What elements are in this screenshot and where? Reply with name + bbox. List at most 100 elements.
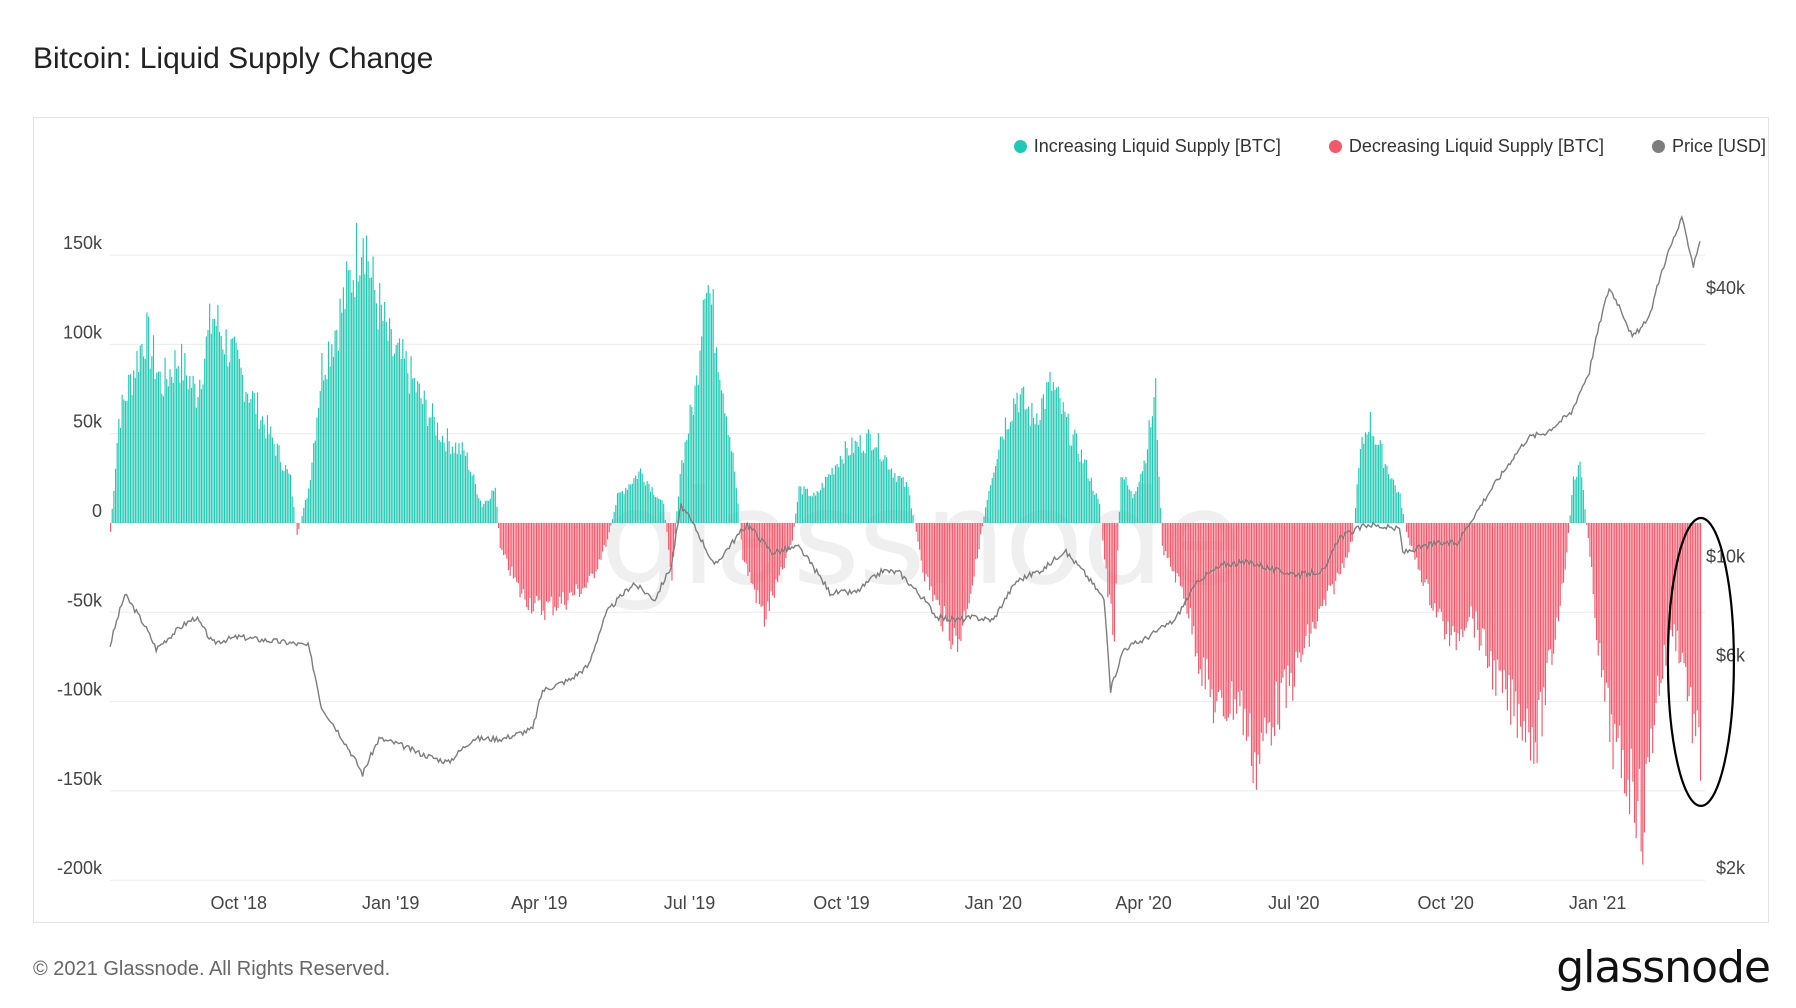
bar-increasing: [124, 400, 127, 523]
bar-decreasing: [760, 523, 762, 607]
bar-decreasing: [537, 523, 539, 601]
bar-increasing: [1031, 402, 1033, 523]
bar-decreasing: [1260, 523, 1262, 733]
bar-decreasing: [970, 523, 972, 594]
bar-decreasing: [1290, 523, 1292, 673]
bar-increasing: [613, 511, 615, 523]
bar-decreasing: [666, 523, 668, 532]
bar-decreasing: [915, 523, 917, 532]
bar-decreasing: [1638, 523, 1641, 769]
bar-increasing: [681, 460, 683, 523]
bar-increasing: [644, 485, 647, 523]
bar-decreasing: [529, 523, 531, 599]
bar-decreasing: [1548, 523, 1550, 651]
bar-increasing: [205, 336, 207, 523]
bar-increasing: [1044, 408, 1046, 523]
bar-increasing: [841, 459, 843, 523]
bar-decreasing: [547, 523, 549, 603]
bar-decreasing: [1496, 523, 1499, 660]
bar-decreasing: [668, 523, 670, 550]
bar-decreasing: [777, 523, 779, 582]
bar-decreasing: [780, 523, 782, 567]
bar-increasing: [904, 486, 906, 523]
y-left-tick-label: 150k: [63, 233, 103, 253]
bar-decreasing: [770, 523, 772, 592]
bar-decreasing: [1553, 523, 1555, 654]
bar-decreasing: [1323, 523, 1325, 600]
bar-increasing: [337, 350, 340, 523]
bar-decreasing: [110, 523, 112, 532]
bar-decreasing: [570, 523, 572, 592]
bar-decreasing: [502, 523, 505, 556]
bar-decreasing: [1173, 523, 1175, 572]
bar-decreasing: [920, 523, 922, 561]
bar-increasing: [876, 447, 878, 523]
bar-decreasing: [580, 523, 582, 595]
bar-decreasing: [1498, 523, 1500, 671]
bar-increasing: [1021, 388, 1023, 523]
bar-decreasing: [1551, 523, 1553, 665]
bar-increasing: [190, 387, 193, 523]
bar-increasing: [1026, 408, 1028, 523]
bar-decreasing: [1108, 523, 1111, 595]
legend-item-decreasing[interactable]: Decreasing Liquid Supply [BTC]: [1328, 136, 1604, 157]
bar-increasing: [1019, 394, 1021, 523]
bar-decreasing: [521, 523, 523, 594]
bar-decreasing: [540, 523, 543, 615]
legend-item-increasing[interactable]: Increasing Liquid Supply [BTC]: [1013, 136, 1281, 157]
bar-decreasing: [1221, 523, 1223, 698]
bar-decreasing: [1485, 523, 1487, 657]
bar-increasing: [111, 508, 113, 523]
x-tick-label: Jan '20: [965, 893, 1022, 913]
bar-increasing: [795, 513, 797, 523]
bar-increasing: [360, 257, 363, 523]
bar-decreasing: [1556, 523, 1558, 618]
bar-decreasing: [1194, 523, 1196, 657]
bar-increasing: [372, 256, 374, 523]
bar-increasing: [1358, 468, 1360, 523]
bar-increasing: [412, 378, 414, 523]
bar-decreasing: [1676, 523, 1679, 631]
bar-increasing: [725, 416, 728, 523]
bar-increasing: [278, 445, 280, 523]
bar-increasing: [1153, 397, 1155, 523]
bar-increasing: [1386, 465, 1388, 523]
bar-decreasing: [603, 523, 605, 545]
legend-item-price[interactable]: Price [USD]: [1651, 136, 1766, 157]
bar-increasing: [1062, 402, 1064, 523]
bar-decreasing: [585, 523, 587, 588]
bar-increasing: [912, 515, 914, 523]
bar-increasing: [884, 455, 886, 523]
x-tick-label: Jul '20: [1268, 893, 1319, 913]
bar-increasing: [1075, 433, 1078, 523]
bar-decreasing: [1658, 523, 1660, 696]
bar-decreasing: [1688, 523, 1690, 697]
bar-increasing: [248, 402, 250, 523]
annotation-ellipse: [1666, 516, 1736, 807]
bar-increasing: [616, 493, 619, 523]
bar-decreasing: [1510, 523, 1512, 725]
bar-increasing: [620, 492, 622, 523]
bar-decreasing: [917, 523, 919, 542]
bar-decreasing: [778, 523, 780, 576]
bar-increasing: [831, 467, 833, 523]
bar-increasing: [1067, 413, 1069, 523]
bar-increasing: [138, 371, 140, 523]
bar-decreasing: [1615, 523, 1617, 743]
bar-increasing: [894, 473, 896, 523]
bar-decreasing: [1526, 523, 1528, 709]
bar-increasing: [1151, 416, 1153, 523]
bar-increasing: [304, 500, 306, 523]
bar-increasing: [1579, 461, 1581, 523]
bar-decreasing: [1490, 523, 1492, 652]
bar-increasing: [200, 389, 202, 523]
bar-decreasing: [1546, 523, 1548, 663]
bar-increasing: [815, 495, 817, 523]
bar-increasing: [436, 422, 439, 523]
bar-decreasing: [1695, 523, 1697, 737]
bar-increasing: [139, 345, 141, 523]
bar-increasing: [119, 427, 122, 523]
bar-decreasing: [1432, 523, 1434, 611]
bar-increasing: [1369, 411, 1371, 523]
